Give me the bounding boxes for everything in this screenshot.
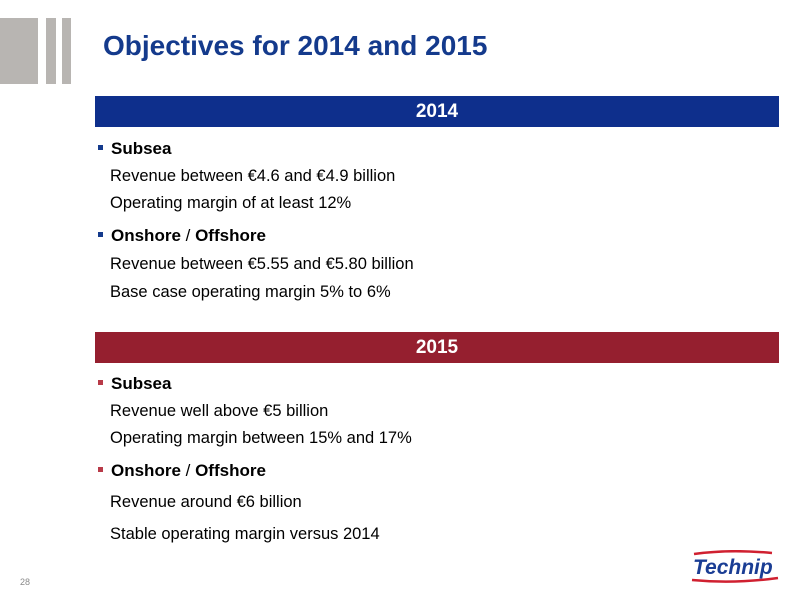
page-number: 28 (20, 577, 31, 587)
bullet-heading-subsea-2014: Subsea (98, 139, 171, 159)
text-line: Operating margin of at least 12% (110, 194, 352, 212)
decorative-bars (0, 18, 72, 84)
technip-logo: Technip (691, 550, 779, 583)
bullet-heading-subsea-2015: Subsea (98, 374, 171, 394)
text-line: Revenue around €6 billion (110, 493, 302, 511)
bullet-heading-onshore-offshore-2015: Onshore / Offshore (98, 461, 266, 481)
text-line: Revenue between €5.55 and €5.80 billion (110, 255, 414, 273)
text-line: Revenue well above €5 billion (110, 402, 329, 420)
bullet-square-icon (98, 467, 103, 473)
text-line: Base case operating margin 5% to 6% (110, 283, 391, 301)
bullet-square-icon (98, 380, 103, 386)
logo-text: Technip (693, 556, 773, 579)
page-title: Objectives for 2014 and 2015 (103, 30, 488, 61)
year-bar-2014: 2014 (95, 96, 779, 127)
bullet-square-icon (98, 145, 103, 151)
bullet-heading-onshore-offshore-2014: Onshore / Offshore (98, 226, 266, 246)
text-line: Revenue between €4.6 and €4.9 billion (110, 167, 396, 185)
text-line: Stable operating margin versus 2014 (110, 525, 380, 543)
bullet-square-icon (98, 232, 103, 238)
year-bar-2015: 2015 (95, 332, 779, 363)
text-line: Operating margin between 15% and 17% (110, 429, 412, 447)
